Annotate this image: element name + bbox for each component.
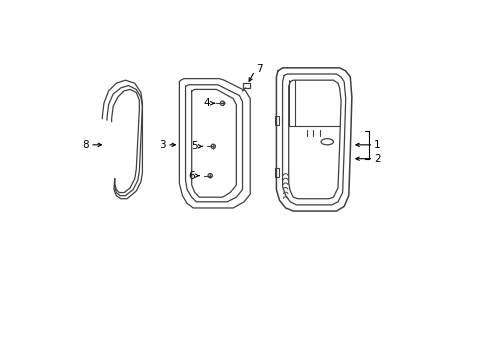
Text: 6: 6	[188, 171, 194, 181]
Text: 1: 1	[373, 140, 380, 150]
Circle shape	[209, 175, 210, 176]
Circle shape	[221, 103, 223, 104]
Text: 3: 3	[159, 140, 165, 150]
Text: 8: 8	[81, 140, 88, 150]
Text: 7: 7	[256, 64, 263, 75]
Text: 4: 4	[203, 98, 210, 108]
Text: 5: 5	[191, 141, 198, 151]
Circle shape	[212, 145, 214, 147]
Bar	[274, 168, 279, 177]
Bar	[242, 83, 250, 88]
Text: 2: 2	[373, 154, 380, 164]
Bar	[274, 116, 279, 125]
